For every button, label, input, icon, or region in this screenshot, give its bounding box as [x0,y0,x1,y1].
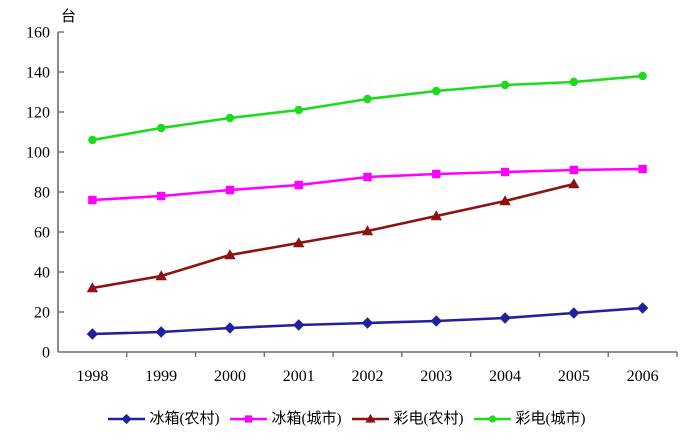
svg-text:120: 120 [26,105,50,122]
legend-label-fridge-rural: 冰箱(农村) [149,410,220,427]
legend-item-tv-urban: 彩电(城市) [473,410,586,427]
svg-text:100: 100 [26,145,50,162]
svg-text:160: 160 [26,25,50,42]
svg-text:2005: 2005 [558,368,590,385]
svg-text:1998: 1998 [76,368,108,385]
legend-item-fridge-urban: 冰箱(城市) [229,410,342,427]
svg-text:2006: 2006 [627,368,659,385]
circle-marker-icon [473,415,511,423]
svg-text:60: 60 [34,225,50,242]
legend-item-fridge-rural: 冰箱(农村) [107,410,220,427]
svg-text:2002: 2002 [352,368,384,385]
legend-label-fridge-urban: 冰箱(城市) [271,410,342,427]
svg-text:2001: 2001 [283,368,315,385]
svg-text:80: 80 [34,185,50,202]
svg-text:2004: 2004 [489,368,521,385]
svg-text:2000: 2000 [214,368,246,385]
chart-legend: 冰箱(农村) 冰箱(城市) 彩电(农村) 彩电(城市) [0,403,692,435]
legend-item-tv-rural: 彩电(农村) [351,410,464,427]
svg-text:台: 台 [61,8,76,25]
line-chart-canvas: 0 20 40 60 80 100 120 140 160 1998 1999 2000 2001 200… [26,8,678,385]
svg-text:1999: 1999 [145,368,177,385]
svg-text:40: 40 [34,265,50,282]
square-marker-icon [229,415,267,423]
svg-text:2003: 2003 [420,368,452,385]
diamond-marker-icon [107,413,145,425]
svg-text:20: 20 [34,305,50,322]
legend-label-tv-rural: 彩电(农村) [393,410,464,427]
svg-text:140: 140 [26,65,50,82]
svg-text:0: 0 [42,345,50,362]
triangle-marker-icon [351,413,389,423]
legend-label-tv-urban: 彩电(城市) [515,410,586,427]
